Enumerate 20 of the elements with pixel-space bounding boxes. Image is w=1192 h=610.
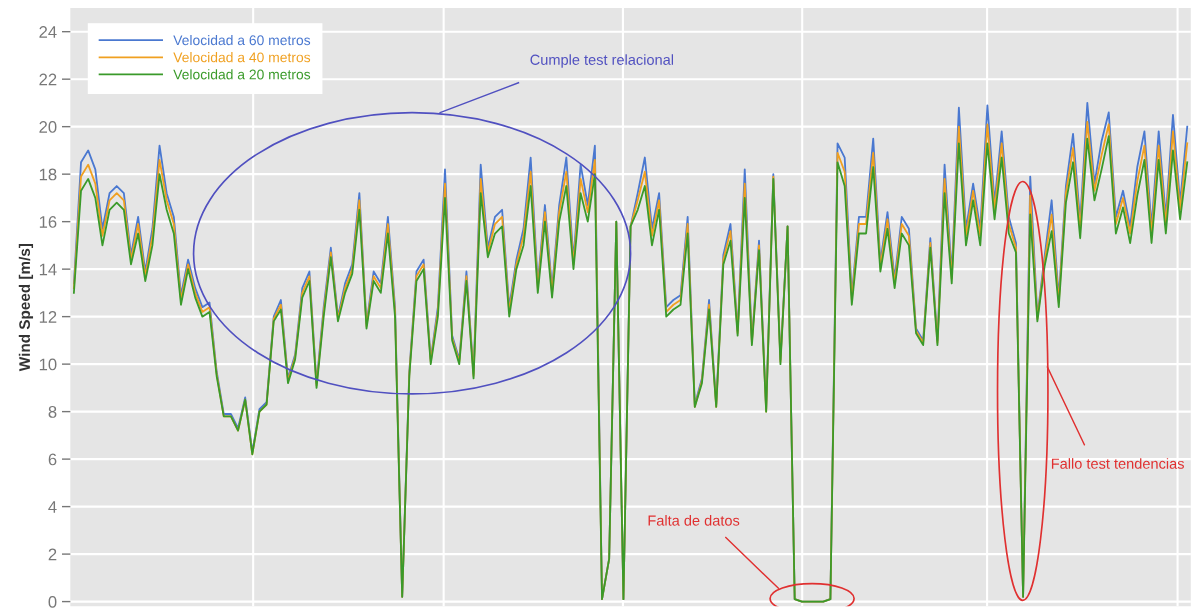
legend-label: Velocidad a 60 metros (173, 34, 311, 46)
y-tick-label: 16 (39, 216, 57, 228)
y-tick-label: 10 (39, 358, 57, 371)
y-tick-label: 8 (48, 406, 57, 418)
y-axis-title: Wind Speed [m/s] (18, 243, 34, 372)
legend-label: Velocidad a 40 metros (173, 52, 311, 63)
legend-label: Velocidad a 20 metros (173, 69, 311, 80)
y-tick-label: 22 (39, 73, 57, 86)
y-tick-label: 2 (48, 548, 57, 561)
annotation: Falta de datos (648, 514, 740, 526)
annotation: Cumple test relacional (530, 54, 674, 68)
annotation: Fallo test tendencias (1051, 458, 1184, 469)
y-tick-label: 12 (39, 311, 57, 323)
y-tick-label: 0 (48, 595, 57, 608)
y-tick-label: 24 (39, 26, 57, 38)
y-tick-label: 18 (39, 168, 57, 181)
y-tick-label: 6 (48, 453, 57, 466)
y-tick-label: 14 (39, 263, 57, 276)
y-tick-label: 20 (39, 121, 57, 133)
y-tick-label: 4 (48, 501, 57, 513)
